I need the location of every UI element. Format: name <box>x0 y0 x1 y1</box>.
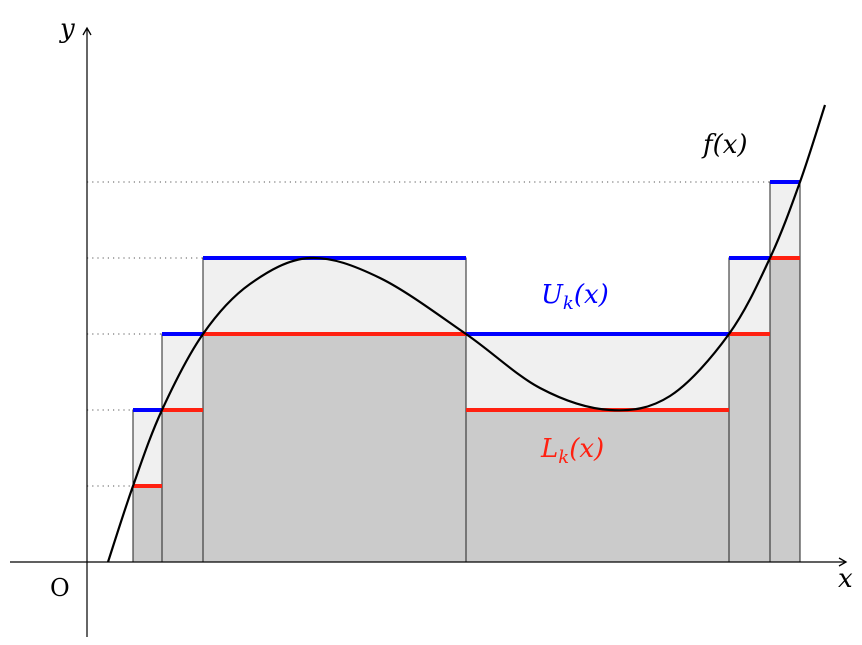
lower-rectangle <box>769 257 801 563</box>
lower-rectangle <box>728 333 771 563</box>
lower-sum-label: Lk(x) <box>540 434 604 468</box>
step-lines <box>133 180 800 488</box>
y-axis-label: y <box>59 14 75 44</box>
lower-rectangle <box>202 333 467 563</box>
function-curve <box>106 104 827 563</box>
lower-rectangle <box>132 485 163 563</box>
curve-label: f(x) <box>701 130 748 160</box>
x-axis-label: x <box>838 564 853 594</box>
dotted-level-lines <box>87 181 770 487</box>
lower-rectangle <box>465 409 730 563</box>
origin-label: O <box>50 574 70 602</box>
lower-rectangle <box>161 409 204 563</box>
upper-sum-label: Uk(x) <box>541 280 609 314</box>
step-rectangles <box>132 181 801 563</box>
